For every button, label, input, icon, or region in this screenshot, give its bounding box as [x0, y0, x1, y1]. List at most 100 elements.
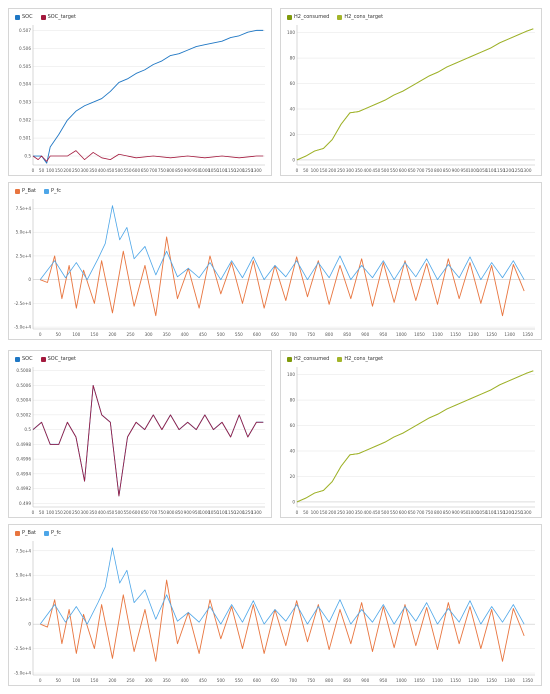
power-chart-bottom: P_Bat P_fc -5.0e+4 -2.5e+4 0 2.5e+4 5.0e+4 7.… — [8, 524, 542, 686]
legend-swatch — [43, 188, 49, 194]
legend-item[interactable]: H2_consumed — [287, 14, 329, 20]
x-tick-label: 350 — [163, 332, 171, 337]
legend-label: P_fc — [50, 530, 62, 536]
x-tick-label: 0 — [296, 168, 299, 173]
x-tick-label: 550 — [124, 168, 132, 173]
legend-item[interactable]: SOC — [15, 14, 33, 20]
x-tick-label: 1100 — [217, 510, 228, 515]
legend: H2_consumed H2_cons_target — [287, 11, 383, 23]
y-tick-label: 80 — [290, 398, 296, 403]
x-tick-label: 550 — [235, 332, 243, 337]
x-tick-label: 650 — [141, 510, 149, 515]
legend-item[interactable]: P_fc — [43, 530, 62, 536]
x-tick-label: 700 — [289, 332, 297, 337]
x-tick-label: 1300 — [251, 510, 262, 515]
x-tick-label: 350 — [89, 168, 97, 173]
x-tick-label: 800 — [434, 168, 442, 173]
series-line-p-fc — [39, 547, 525, 625]
x-tick-label: 100 — [311, 168, 319, 173]
series-line-p-fc — [39, 205, 525, 281]
y-tick-label: 0.503 — [19, 100, 31, 105]
legend-item[interactable]: SOC_target — [40, 356, 76, 362]
legend-swatch — [287, 14, 292, 20]
x-tick-label: 250 — [127, 678, 135, 683]
legend-item[interactable]: H2_consumed — [287, 356, 329, 362]
x-tick-label: 950 — [192, 510, 200, 515]
x-tick-label: 200 — [328, 510, 336, 515]
y-tick-label: 2.5e+4 — [16, 597, 32, 602]
legend-label: SOC — [22, 356, 33, 362]
power-chart-top: P_Bat P_fc -5.0e+4 -2.5e+4 0 2.5e+4 5.0e+4 7.… — [8, 182, 542, 340]
x-tick-label: 700 — [416, 510, 424, 515]
x-tick-label: 550 — [235, 678, 243, 683]
x-tick-label: 300 — [346, 168, 354, 173]
y-tick-label: 0.4996 — [16, 457, 31, 462]
x-tick-label: 850 — [443, 510, 451, 515]
legend-item[interactable]: SOC_target — [40, 14, 76, 20]
y-tick-label: 0.5 — [24, 427, 31, 432]
x-tick-label: 900 — [184, 168, 192, 173]
y-tick-label: 20 — [290, 132, 296, 137]
x-tick-label: 400 — [364, 510, 372, 515]
legend-swatch — [15, 356, 20, 362]
x-tick-label: 500 — [115, 168, 123, 173]
x-tick-label: 500 — [217, 678, 225, 683]
x-tick-label: 600 — [399, 510, 407, 515]
x-tick-label: 1200 — [234, 168, 245, 173]
x-tick-label: 1000 — [200, 510, 211, 515]
x-tick-label: 150 — [319, 510, 327, 515]
x-tick-label: 850 — [343, 678, 351, 683]
y-tick-label: -5.0e+4 — [14, 671, 31, 676]
x-tick-label: 350 — [355, 510, 363, 515]
h2-chart-top: H2_consumed H2_cons_target 0 20 40 60 80 100 0… — [280, 8, 542, 176]
legend-swatch — [15, 188, 20, 194]
soc-chart-bottom: SOC SOC_target 0.5008 0.5006 0.5004 0.5002 0… — [8, 350, 272, 518]
x-tick-label: 300 — [145, 678, 153, 683]
x-tick-label: 750 — [307, 332, 315, 337]
x-tick-label: 1000 — [200, 168, 211, 173]
y-tick-label: 0.5004 — [16, 398, 31, 403]
y-tick-label: 20 — [290, 474, 296, 479]
x-tick-label: 1000 — [396, 332, 407, 337]
y-tick-label: 0 — [292, 499, 295, 504]
x-tick-label: 500 — [381, 168, 389, 173]
legend-item[interactable]: P_fc — [43, 188, 61, 194]
x-tick-label: 150 — [90, 332, 98, 337]
legend-swatch — [40, 356, 46, 362]
x-tick-label: 700 — [416, 168, 424, 173]
x-tick-label: 400 — [181, 332, 189, 337]
x-tick-label: 200 — [63, 168, 71, 173]
x-tick-label: 600 — [399, 168, 407, 173]
legend-item[interactable]: P_Bat — [15, 530, 36, 536]
x-tick-label: 650 — [271, 332, 279, 337]
x-tick-label: 100 — [46, 510, 54, 515]
x-tick-label: 450 — [199, 678, 207, 683]
x-tick-label: 750 — [158, 510, 166, 515]
legend-item[interactable]: H2_cons_target — [337, 14, 383, 20]
legend-label: H2_consumed — [294, 14, 330, 20]
x-tick-label: 1200 — [468, 332, 479, 337]
y-tick-label: 7.5e+4 — [16, 548, 32, 553]
legend-item[interactable]: P_Bat — [15, 188, 36, 194]
legend-item[interactable]: SOC — [15, 356, 33, 362]
legend: H2_consumed H2_cons_target — [287, 353, 383, 365]
x-tick-label: 250 — [72, 510, 80, 515]
x-tick-label: 150 — [55, 168, 63, 173]
x-tick-label: 800 — [325, 332, 333, 337]
legend-item[interactable]: H2_cons_target — [337, 356, 383, 362]
x-tick-label: 550 — [124, 510, 132, 515]
x-tick-label: 700 — [289, 678, 297, 683]
x-tick-label: 700 — [149, 510, 157, 515]
x-tick-label: 650 — [141, 168, 149, 173]
x-tick-label: 800 — [325, 678, 333, 683]
x-tick-label: 300 — [81, 168, 89, 173]
x-tick-label: 1050 — [477, 510, 488, 515]
series-line-soc-target — [32, 150, 264, 162]
legend-swatch — [287, 356, 292, 362]
y-tick-label: 0 — [28, 277, 31, 282]
x-tick-label: 50 — [39, 168, 45, 173]
x-tick-label: 1150 — [450, 332, 461, 337]
x-tick-label: 1100 — [486, 168, 497, 173]
y-tick-label: 40 — [290, 449, 296, 454]
